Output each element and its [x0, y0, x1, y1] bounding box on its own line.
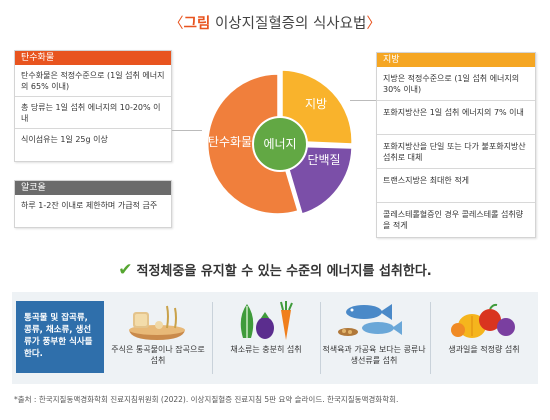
- food-item-label: 생과일을 적정량 섭취: [448, 345, 520, 354]
- fat-header: 지방: [377, 53, 535, 67]
- energy-pie: 에너지 탄수화물 지방 단백질: [206, 69, 353, 215]
- carbohydrate-panel: 탄수화물 탄수화물은 적정수준으로 (1일 섭취 에너지의 65% 이내) 총 …: [14, 50, 172, 162]
- message-text: 적정체중을 유지할 수 있는 수준의 에너지를 섭취한다.: [136, 264, 432, 279]
- energy-center: [252, 116, 308, 172]
- fat-row: 포화지방산은 1일 섭취 에너지의 7% 이내: [377, 101, 535, 135]
- carbohydrate-row: 총 당류는 1일 섭취 에너지의 10-20% 이내: [15, 97, 171, 129]
- alcohol-header: 알코올: [15, 181, 171, 195]
- fat-row: 지방은 적정수준으로 (1일 섭취 에너지의 30% 이내): [377, 67, 535, 101]
- fruits-icon: [451, 303, 515, 338]
- title-keyword: 그림: [183, 16, 211, 32]
- fat-panel: 지방 지방은 적정수준으로 (1일 섭취 에너지의 30% 이내) 포화지방산은…: [376, 52, 536, 238]
- energy-label: 에너지: [263, 137, 296, 151]
- food-item-fish-legumes: 적색육과 가공육 보다는 콩류나 생선류를 섭취: [322, 300, 426, 382]
- key-message: ✔ 적정체중을 유지할 수 있는 수준의 에너지를 섭취한다.: [0, 260, 550, 280]
- food-item-label: 주식은 통곡물이나 잡곡으로 섭취: [111, 345, 205, 365]
- figure-title: 〈그림 이상지질혈증의 식사요법〉: [0, 12, 550, 33]
- food-guide-lead: 통곡물 및 잡곡류, 콩류, 채소류, 생선류가 풍부한 식사를 한다.: [16, 301, 104, 373]
- food-item-label: 적색육과 가공육 보다는 콩류나 생선류를 섭취: [322, 345, 426, 365]
- title-open-bracket: 〈: [169, 16, 184, 32]
- protein-label: 단백질: [307, 153, 340, 167]
- fat-row: 트랜스지방은 최대한 적게: [377, 169, 535, 203]
- food-item-vegetables: 채소류는 충분히 섭취: [216, 300, 316, 382]
- vegetables-icon: [240, 301, 293, 340]
- connector-line: [350, 100, 376, 101]
- connector-line: [172, 130, 202, 131]
- title-close-bracket: 〉: [366, 16, 381, 32]
- carbohydrate-label: 탄수화물: [208, 135, 252, 149]
- carbohydrate-header: 탄수화물: [15, 51, 171, 65]
- fat-label: 지방: [305, 97, 327, 111]
- fish-icon: [338, 304, 402, 336]
- title-text: 이상지질혈증의 식사요법: [210, 16, 367, 32]
- divider: [212, 302, 213, 374]
- source-note: *출처 : 한국지질동맥경화학회 진료지침위원회 (2022). 이상지질혈증 …: [14, 395, 399, 404]
- food-item-label: 채소류는 충분히 섭취: [230, 345, 302, 354]
- carbohydrate-row: 탄수화물은 적정수준으로 (1일 섭취 에너지의 65% 이내): [15, 65, 171, 97]
- food-item-fruits: 생과일을 적정량 섭취: [432, 300, 536, 382]
- check-icon: ✔: [118, 260, 133, 280]
- grain-bowl-icon: [129, 305, 185, 340]
- divider: [320, 302, 321, 374]
- carbohydrate-row: 식이섬유는 1일 25g 이상: [21, 135, 108, 144]
- food-item-grains: 주식은 통곡물이나 잡곡으로 섭취: [108, 300, 208, 382]
- alcohol-row: 하루 1-2잔 이내로 제한하며 가급적 금주: [21, 201, 158, 210]
- fat-row: 콜레스테롤혈증인 경우 콜레스테롤 섭취량을 적게: [383, 210, 524, 230]
- divider: [430, 302, 431, 374]
- fat-row: 포화지방산을 단일 또는 다가 불포화지방산 섭취로 대체: [377, 135, 535, 169]
- alcohol-panel: 알코올 하루 1-2잔 이내로 제한하며 가급적 금주: [14, 180, 172, 228]
